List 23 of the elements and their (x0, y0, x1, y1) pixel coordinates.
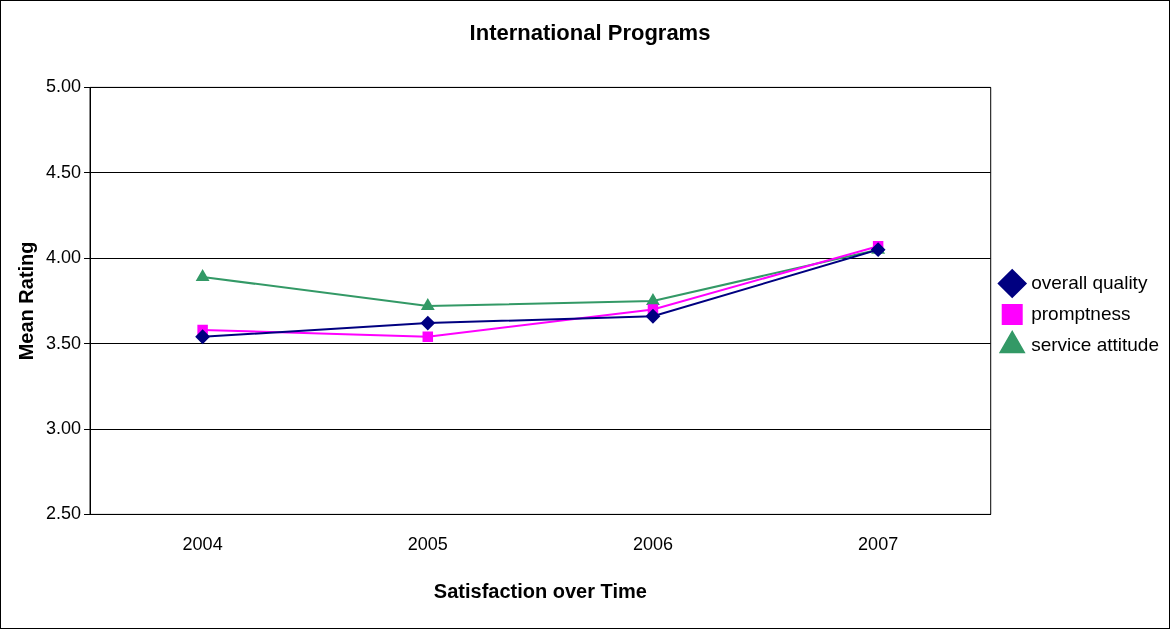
point (646, 293, 660, 305)
y-tick-label: 3.50 (45, 332, 82, 353)
x-tick-label: 2004 (182, 534, 223, 555)
y-tick-label: 4.50 (45, 161, 82, 182)
y-tick-label: 5.00 (45, 76, 82, 97)
x-tick-label: 2007 (858, 534, 899, 555)
legend-label: promptness (1031, 302, 1131, 324)
point (421, 299, 434, 311)
y-axis-title: Mean Rating (14, 241, 37, 361)
x-axis-title: Satisfaction over Time (433, 579, 647, 602)
legend-label: service attitude (1031, 333, 1160, 355)
y-tick-label: 4.00 (45, 247, 82, 268)
chart-title: International Programs (469, 20, 711, 46)
x-tick-label: 2005 (407, 534, 448, 555)
point (195, 329, 210, 344)
x-tick-label: 2006 (632, 534, 673, 555)
point (196, 269, 209, 281)
point (420, 316, 435, 331)
y-tick-label: 3.00 (45, 417, 82, 438)
y-tick-label: 2.50 (45, 503, 82, 524)
point (422, 331, 434, 343)
point (645, 309, 660, 324)
legend-label: overall quality (1031, 271, 1148, 293)
